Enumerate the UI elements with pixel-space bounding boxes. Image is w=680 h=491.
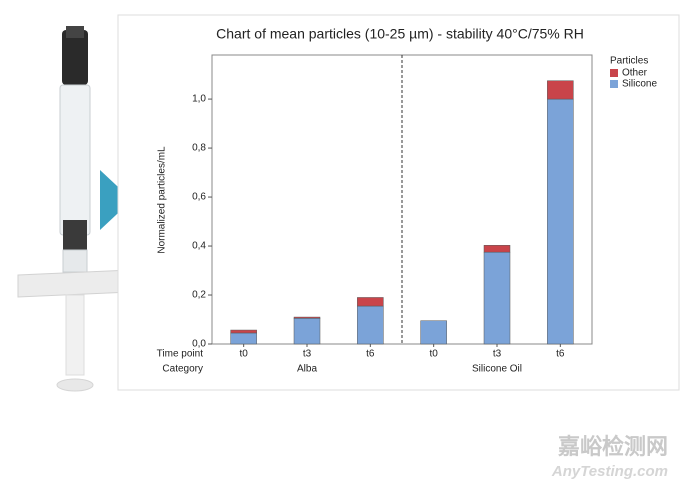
bar-segment <box>230 329 257 334</box>
y-axis-label: Normalized particles/mL <box>157 146 168 254</box>
arrow <box>100 170 132 230</box>
x-level-label: Time point <box>157 349 204 360</box>
legend-title: Particles <box>610 56 648 67</box>
bar-segment <box>547 98 574 345</box>
bar-segment <box>547 80 574 100</box>
bar-segment <box>483 251 511 345</box>
x-level-label: Category <box>162 364 203 375</box>
group-label: Alba <box>297 364 317 375</box>
y-tick-label: 1,0 <box>192 94 206 105</box>
bar-segment <box>483 245 511 253</box>
watermark: AnyTesting.com <box>551 463 668 480</box>
watermark: 嘉峪检测网 <box>558 434 668 459</box>
x-tick-label: t3 <box>493 349 502 360</box>
y-tick-label: 0,4 <box>192 241 206 252</box>
x-tick-label: t3 <box>303 349 312 360</box>
y-tick-label: 0,6 <box>192 192 206 203</box>
bar-segment <box>293 318 321 345</box>
legend-label: Silicone <box>622 79 657 90</box>
legend-swatch <box>610 69 618 77</box>
x-tick-label: t0 <box>429 349 438 360</box>
bar-segment <box>230 332 257 345</box>
chart-title: Chart of mean particles (10-25 µm) - sta… <box>216 26 584 42</box>
legend-label: Other <box>622 68 648 79</box>
x-tick-label: t6 <box>556 349 565 360</box>
group-label: Silicone Oil <box>472 364 522 375</box>
bar-segment <box>357 297 384 307</box>
y-tick-label: 0,8 <box>192 143 206 154</box>
syringe <box>17 26 133 392</box>
legend-swatch <box>610 80 618 88</box>
y-tick-label: 0,0 <box>192 339 206 350</box>
bar-segment <box>420 320 447 345</box>
bar-segment <box>357 305 384 345</box>
y-tick-label: 0,2 <box>192 290 206 301</box>
x-tick-label: t6 <box>366 349 375 360</box>
x-tick-label: t0 <box>239 349 248 360</box>
bar-segment <box>293 316 321 319</box>
